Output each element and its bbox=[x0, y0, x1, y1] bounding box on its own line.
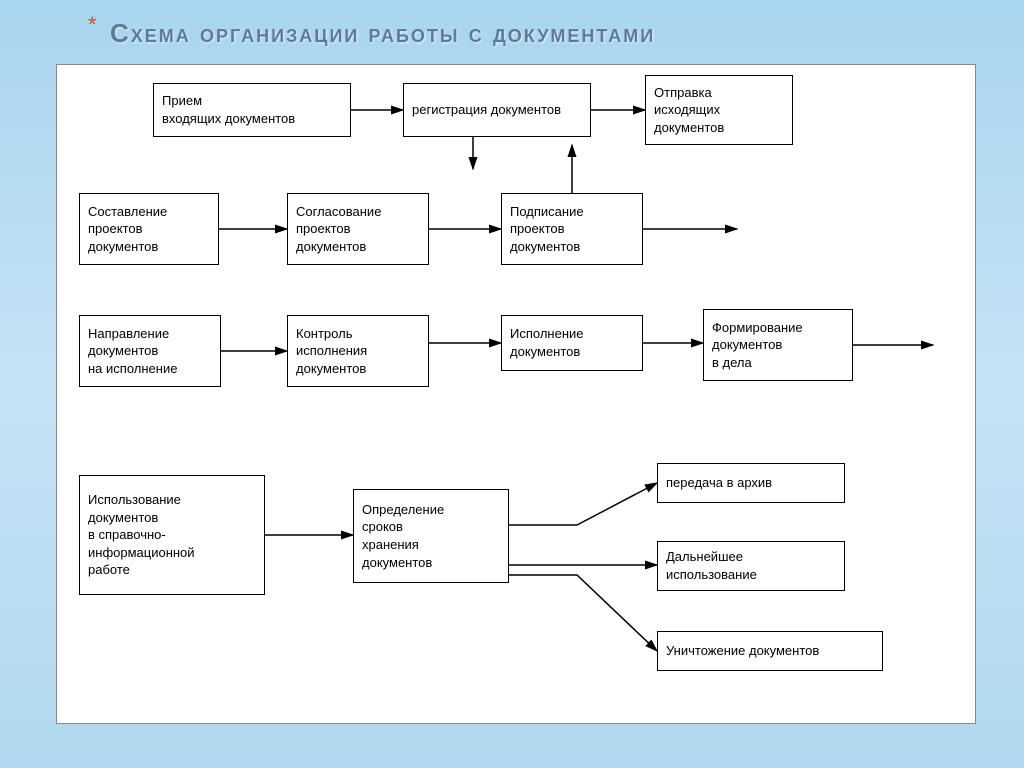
flowchart-node-n1: Прием входящих документов bbox=[153, 83, 351, 137]
flowchart-node-n5: Согласование проектов документов bbox=[287, 193, 429, 265]
edge-n12-n15 bbox=[509, 575, 657, 651]
flowchart-node-n8: Контроль исполнения документов bbox=[287, 315, 429, 387]
slide-title: Схема организации работы с документами bbox=[110, 18, 1024, 49]
flowchart-node-n3: Отправка исходящих документов bbox=[645, 75, 793, 145]
flowchart-node-n11: Использование документов в справочно- ин… bbox=[79, 475, 265, 595]
title-asterisk: * bbox=[88, 12, 97, 38]
flowchart-node-n9: Исполнение документов bbox=[501, 315, 643, 371]
flowchart-arrows bbox=[57, 65, 977, 725]
flowchart-node-n7: Направление документов на исполнение bbox=[79, 315, 221, 387]
flowchart-node-n12: Определение сроков хранения документов bbox=[353, 489, 509, 583]
flowchart-node-n14: Дальнейшее использование bbox=[657, 541, 845, 591]
flowchart-node-n6: Подписание проектов документов bbox=[501, 193, 643, 265]
flowchart-node-n13: передача в архив bbox=[657, 463, 845, 503]
flowchart-node-n10: Формирование документов в дела bbox=[703, 309, 853, 381]
edge-n12-n13 bbox=[509, 483, 657, 525]
flowchart-node-n15: Уничтожение документов bbox=[657, 631, 883, 671]
flowchart-canvas: Прием входящих документов регистрация док… bbox=[56, 64, 976, 724]
flowchart-node-n4: Составление проектов документов bbox=[79, 193, 219, 265]
flowchart-node-n2: регистрация документов bbox=[403, 83, 591, 137]
